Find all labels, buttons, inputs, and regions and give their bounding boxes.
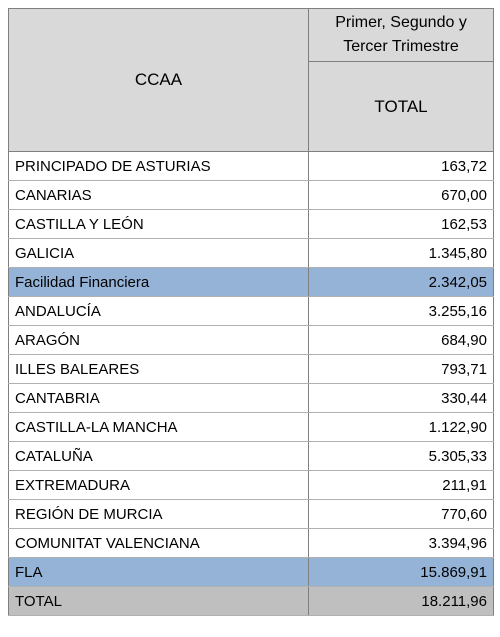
- table-row: CATALUÑA 5.305,33: [8, 441, 494, 471]
- table-row: REGIÓN DE MURCIA 770,60: [8, 499, 494, 529]
- table-row: TOTAL 18.211,96: [8, 586, 494, 616]
- value-cell: 15.869,91: [308, 557, 494, 587]
- value-cell: 330,44: [308, 383, 494, 413]
- table-row: CASTILLA Y LEÓN 162,53: [8, 209, 494, 239]
- value-cell: 3.394,96: [308, 528, 494, 558]
- region-cell: FLA: [8, 557, 309, 587]
- table-row: CANTABRIA 330,44: [8, 383, 494, 413]
- region-cell: ANDALUCÍA: [8, 296, 309, 326]
- region-cell: CANTABRIA: [8, 383, 309, 413]
- region-cell: Facilidad Financiera: [8, 267, 309, 297]
- region-cell: CASTILLA Y LEÓN: [8, 209, 309, 239]
- region-cell: CASTILLA-LA MANCHA: [8, 412, 309, 442]
- table-body: PRINCIPADO DE ASTURIAS 163,72 CANARIAS 670,…: [8, 151, 494, 616]
- region-cell: TOTAL: [8, 586, 309, 616]
- region-cell: GALICIA: [8, 238, 309, 268]
- header-total: TOTAL: [308, 61, 494, 152]
- region-cell: REGIÓN DE MURCIA: [8, 499, 309, 529]
- region-cell: ARAGÓN: [8, 325, 309, 355]
- value-cell: 684,90: [308, 325, 494, 355]
- header-period: Primer, Segundo y Tercer Trimestre: [308, 7, 494, 63]
- value-cell: 162,53: [308, 209, 494, 239]
- value-cell: 1.345,80: [308, 238, 494, 268]
- value-cell: 770,60: [308, 499, 494, 529]
- value-cell: 211,91: [308, 470, 494, 500]
- data-table: CCAA Primer, Segundo y Tercer Trimestre …: [8, 7, 494, 616]
- table-row: COMUNITAT VALENCIANA 3.394,96: [8, 528, 494, 558]
- table-row: CASTILLA-LA MANCHA 1.122,90: [8, 412, 494, 442]
- table-row: GALICIA 1.345,80: [8, 238, 494, 268]
- region-cell: PRINCIPADO DE ASTURIAS: [8, 151, 309, 181]
- value-cell: 793,71: [308, 354, 494, 384]
- region-cell: EXTREMADURA: [8, 470, 309, 500]
- value-cell: 1.122,90: [308, 412, 494, 442]
- table-row: EXTREMADURA 211,91: [8, 470, 494, 500]
- table-row: FLA 15.869,91: [8, 557, 494, 587]
- header-ccaa: CCAA: [8, 8, 309, 152]
- region-cell: ILLES BALEARES: [8, 354, 309, 384]
- value-cell: 18.211,96: [308, 586, 494, 616]
- table-row: PRINCIPADO DE ASTURIAS 163,72: [8, 151, 494, 181]
- value-cell: 3.255,16: [308, 296, 494, 326]
- table-row: Facilidad Financiera 2.342,05: [8, 267, 494, 297]
- table-row: ARAGÓN 684,90: [8, 325, 494, 355]
- table-row: ANDALUCÍA 3.255,16: [8, 296, 494, 326]
- value-cell: 163,72: [308, 151, 494, 181]
- region-cell: CATALUÑA: [8, 441, 309, 471]
- table-row: ILLES BALEARES 793,71: [8, 354, 494, 384]
- value-cell: 670,00: [308, 180, 494, 210]
- table-row: CANARIAS 670,00: [8, 180, 494, 210]
- value-cell: 5.305,33: [308, 441, 494, 471]
- region-cell: CANARIAS: [8, 180, 309, 210]
- region-cell: COMUNITAT VALENCIANA: [8, 528, 309, 558]
- value-cell: 2.342,05: [308, 267, 494, 297]
